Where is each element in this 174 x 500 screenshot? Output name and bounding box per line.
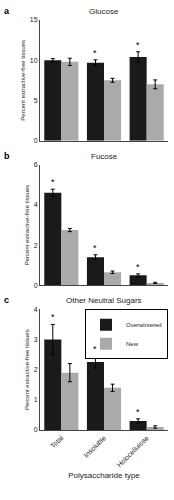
- svg-text:Insoluble: Insoluble: [82, 434, 107, 459]
- svg-text:Overwintered: Overwintered: [126, 322, 162, 328]
- svg-text:Percent extractive-free tissue: Percent extractive-free tissues: [24, 185, 30, 266]
- svg-text:Polysaccharide type: Polysaccharide type: [68, 471, 140, 480]
- svg-text:Glucose: Glucose: [89, 7, 119, 16]
- svg-text:Other Neutral Sugars: Other Neutral Sugars: [66, 296, 142, 305]
- svg-text:10: 10: [30, 57, 38, 64]
- svg-text:*: *: [136, 407, 140, 417]
- svg-text:c: c: [4, 295, 9, 305]
- svg-text:*: *: [136, 262, 140, 272]
- svg-text:15: 15: [30, 16, 38, 23]
- svg-text:a: a: [4, 6, 10, 16]
- svg-text:*: *: [93, 243, 97, 253]
- svg-text:*: *: [93, 344, 97, 354]
- svg-text:6: 6: [34, 161, 38, 168]
- svg-text:2: 2: [34, 242, 38, 249]
- svg-text:Total: Total: [49, 434, 65, 450]
- svg-text:*: *: [51, 312, 55, 322]
- svg-text:*: *: [136, 40, 140, 50]
- svg-text:Holocellulose: Holocellulose: [115, 434, 149, 468]
- svg-text:2: 2: [34, 366, 38, 373]
- svg-text:4: 4: [34, 201, 38, 208]
- svg-text:3: 3: [34, 336, 38, 343]
- svg-text:0: 0: [34, 282, 38, 289]
- svg-text:5: 5: [34, 97, 38, 104]
- svg-text:*: *: [51, 177, 55, 187]
- svg-text:Fucose: Fucose: [91, 152, 118, 161]
- svg-text:1: 1: [34, 396, 38, 403]
- svg-text:*: *: [93, 48, 97, 58]
- svg-text:0: 0: [34, 137, 38, 144]
- svg-text:Percent extractive-free tissue: Percent extractive-free tissues: [20, 40, 26, 121]
- svg-text:0: 0: [34, 426, 38, 433]
- svg-text:4: 4: [34, 306, 38, 313]
- svg-text:b: b: [4, 151, 10, 161]
- svg-text:New: New: [126, 341, 139, 347]
- svg-text:Percent extractive-free tissue: Percent extractive-free tissues: [24, 329, 30, 410]
